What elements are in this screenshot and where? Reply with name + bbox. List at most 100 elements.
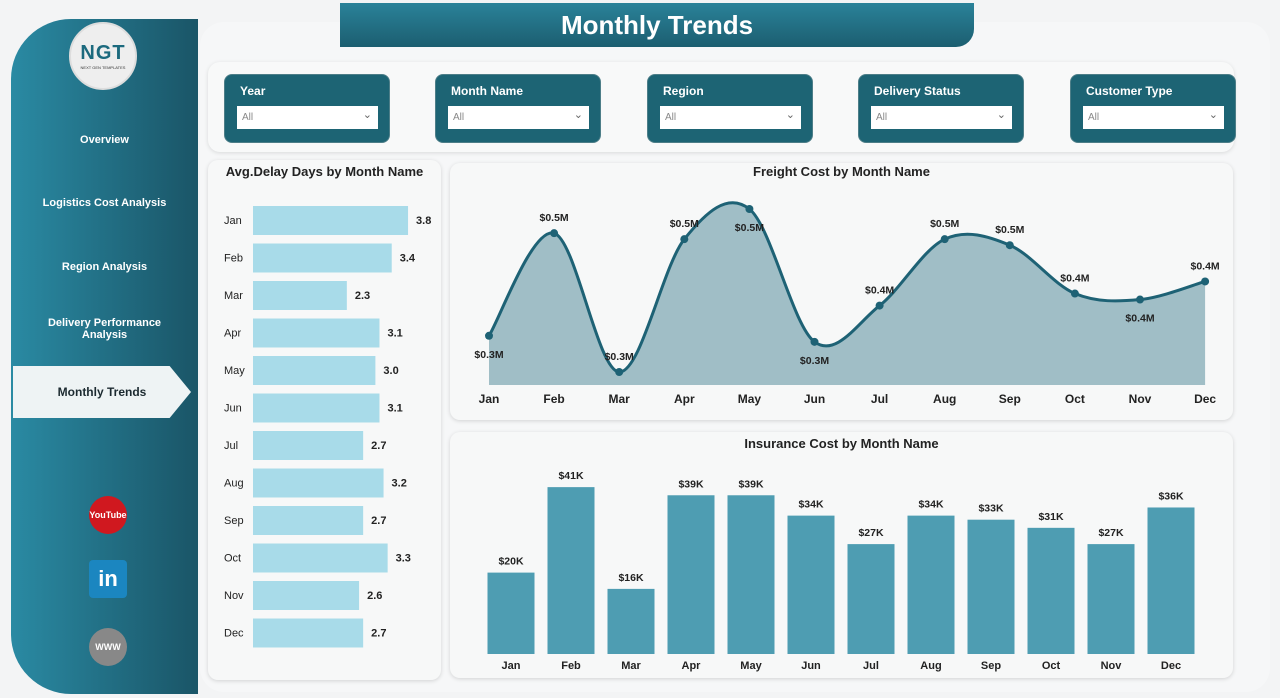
bar	[253, 543, 388, 573]
category-label: Aug	[224, 478, 244, 490]
globe-icon[interactable]: WWW	[89, 628, 127, 666]
data-label: $27K	[1098, 527, 1124, 539]
data-label: 3.4	[400, 253, 416, 265]
x-tick-label: Jan	[502, 660, 521, 672]
sidebar-item-overview[interactable]: Overview	[80, 134, 129, 146]
x-tick-label: Feb	[561, 660, 581, 672]
linkedin-icon[interactable]: in	[89, 560, 127, 598]
category-label: Mar	[224, 290, 243, 302]
filter-label: Delivery Status	[874, 84, 961, 98]
x-tick-label: Apr	[674, 392, 695, 406]
x-tick-label: Dec	[1161, 660, 1181, 672]
sidebar-item-region-analysis[interactable]: Region Analysis	[61, 261, 148, 273]
filter-dropdown[interactable]: All ⌄	[660, 106, 801, 129]
data-label: $34K	[798, 499, 824, 511]
data-label: $39K	[738, 478, 764, 490]
data-label: 3.3	[396, 553, 411, 565]
bar	[487, 572, 535, 654]
data-label: $16K	[618, 572, 644, 584]
chevron-down-icon: ⌄	[1208, 109, 1218, 121]
x-tick-label: Sep	[981, 660, 1001, 672]
filter-month-name: Month Name All ⌄	[435, 74, 601, 143]
data-point	[1136, 295, 1144, 304]
category-label: Feb	[224, 253, 243, 265]
data-label: 3.0	[383, 365, 398, 377]
x-tick-label: Jul	[871, 392, 888, 406]
bar	[967, 519, 1015, 654]
data-label: $20K	[498, 556, 524, 568]
data-label: 3.1	[387, 403, 402, 415]
filter-dropdown[interactable]: All ⌄	[1083, 106, 1224, 129]
bar	[253, 618, 364, 648]
data-label: 2.6	[367, 590, 382, 602]
data-label: 3.2	[392, 478, 407, 490]
area-fill	[489, 202, 1206, 385]
x-tick-label: Mar	[609, 392, 631, 406]
filter-customer-type: Customer Type All ⌄	[1070, 74, 1236, 143]
data-point	[680, 235, 689, 244]
filter-label: Year	[240, 84, 266, 98]
bar	[1027, 527, 1075, 654]
filter-dropdown[interactable]: All ⌄	[448, 106, 589, 129]
filter-dropdown[interactable]: All ⌄	[871, 106, 1012, 129]
bar	[847, 544, 895, 654]
data-label: $0.5M	[540, 212, 569, 224]
data-label: 2.7	[371, 628, 386, 640]
bar	[253, 431, 364, 460]
data-point	[745, 205, 754, 213]
chevron-down-icon: ⌄	[573, 109, 583, 121]
bar	[1087, 544, 1135, 654]
bar	[667, 495, 715, 654]
category-label: Nov	[224, 590, 244, 602]
bar	[253, 506, 364, 535]
delay-chart-svg: Jan 3.8 Feb 3.4 Mar 2.3 Apr 3.1 May 3.0 Jun 3.1 Jul 2…	[224, 206, 431, 648]
data-label: 3.8	[416, 215, 431, 227]
sidebar-item-delivery-performance-analysis[interactable]: Delivery Performance Analysis	[47, 317, 162, 341]
filter-year: Year All ⌄	[224, 74, 390, 143]
x-tick-label: Jan	[479, 392, 500, 406]
data-label: $36K	[1158, 490, 1184, 502]
chevron-down-icon: ⌄	[996, 109, 1006, 121]
filter-label: Customer Type	[1086, 84, 1173, 98]
data-label: $0.4M	[865, 285, 894, 297]
logo: NGT NEXT GEN TEMPLATES	[69, 22, 137, 90]
filter-region: Region All ⌄	[647, 74, 813, 143]
freight-cost-chart: Freight Cost by Month Name $0.3M Jan $0.5M…	[450, 163, 1233, 420]
bar	[253, 206, 409, 235]
data-label: $0.3M	[800, 355, 829, 367]
data-label: $41K	[558, 470, 584, 482]
chart-title: Avg.Delay Days by Month Name	[225, 164, 424, 179]
data-point	[615, 368, 624, 376]
filter-label: Region	[663, 84, 704, 98]
data-label: $0.3M	[474, 349, 503, 361]
x-tick-label: Apr	[682, 660, 702, 672]
filter-label: Month Name	[451, 84, 523, 98]
avg-delay-chart: Avg.Delay Days by Month Name Jan 3.8 Feb 3.…	[208, 160, 441, 680]
logo-text: NGT	[80, 42, 126, 64]
filter-delivery-status: Delivery Status All ⌄	[858, 74, 1024, 143]
data-label: $0.5M	[735, 222, 764, 234]
sidebar-item-logistics-cost-analysis[interactable]: Logistics Cost Analysis	[42, 197, 167, 209]
x-tick-label: May	[738, 392, 762, 406]
filter-dropdown[interactable]: All ⌄	[237, 106, 378, 129]
x-tick-label: Sep	[999, 392, 1021, 406]
page-title: Monthly Trends	[340, 3, 974, 47]
x-tick-label: May	[740, 660, 762, 672]
x-tick-label: Jul	[863, 660, 879, 672]
x-tick-label: Nov	[1129, 392, 1152, 406]
category-label: Oct	[224, 553, 241, 565]
data-label: $0.3M	[605, 351, 634, 363]
bar	[253, 281, 347, 310]
sidebar-item-monthly-trends[interactable]: Monthly Trends	[13, 366, 191, 418]
x-tick-label: Feb	[543, 392, 564, 406]
data-point	[875, 301, 884, 310]
bar	[253, 243, 392, 273]
x-tick-label: Mar	[621, 660, 641, 672]
insurance-cost-chart: Insurance Cost by Month Name $20K Jan $41K…	[450, 432, 1233, 678]
x-tick-label: Jun	[804, 392, 825, 406]
youtube-icon[interactable]: YouTube	[89, 496, 127, 534]
filter-value: All	[1088, 112, 1100, 123]
data-label: $0.4M	[1191, 260, 1220, 272]
data-point	[1201, 277, 1210, 286]
logo-subtitle: NEXT GEN TEMPLATES	[80, 65, 126, 70]
